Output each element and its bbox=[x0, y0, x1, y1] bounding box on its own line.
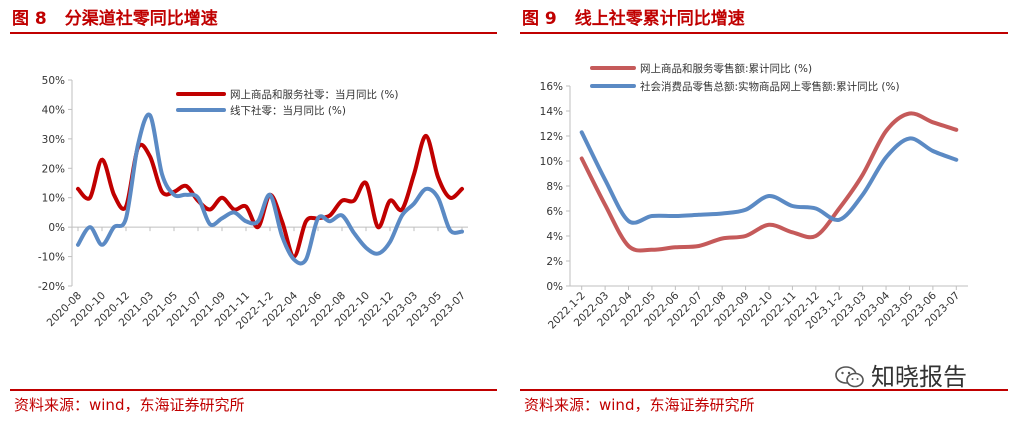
left-panel-title: 图 8 分渠道社零同比增速 bbox=[12, 4, 218, 29]
watermark: 知晓报告 bbox=[835, 357, 967, 392]
right-chart: 0%2%4%6%8%10%12%14%16%2022.1-22022-03202… bbox=[540, 62, 968, 332]
left-y-tick-label: 20% bbox=[42, 163, 65, 175]
right-y-tick-label: 6% bbox=[546, 206, 563, 218]
left-source-note: 资料来源：wind，东海证券研究所 bbox=[14, 396, 245, 414]
left-source-rule bbox=[10, 389, 497, 391]
right-title-rule bbox=[520, 32, 1008, 34]
left-figure-number: 图 8 bbox=[12, 9, 47, 29]
left-y-tick-label: -20% bbox=[38, 281, 65, 293]
right-figure-number: 图 9 bbox=[522, 9, 557, 29]
right-y-tick-label: 10% bbox=[540, 156, 563, 168]
left-chart: -20%-10%0%10%20%30%40%50%2020-082020-102… bbox=[38, 75, 468, 332]
wechat-icon bbox=[835, 366, 864, 388]
left-title-rule bbox=[10, 32, 497, 34]
left-legend-label-2: 线下社零：当月同比 (%) bbox=[230, 104, 346, 117]
left-y-tick-label: 10% bbox=[42, 193, 65, 205]
left-series-2-line bbox=[76, 112, 464, 266]
left-y-tick-label: 30% bbox=[42, 134, 65, 146]
right-legend-label-1: 网上商品和服务零售额:累计同比 (%) bbox=[640, 62, 812, 75]
right-y-tick-label: 12% bbox=[540, 131, 563, 143]
right-y-tick-label: 14% bbox=[540, 106, 563, 118]
right-figure-title: 线上社零累计同比增速 bbox=[574, 9, 745, 29]
right-y-tick-label: 0% bbox=[546, 281, 563, 293]
right-source-rule bbox=[520, 389, 1008, 391]
right-series-1-line bbox=[579, 111, 959, 253]
left-legend-label-1: 网上商品和服务社零：当月同比 (%) bbox=[230, 88, 399, 101]
left-y-tick-label: -10% bbox=[38, 252, 65, 264]
left-y-tick-label: 40% bbox=[42, 104, 65, 116]
watermark-text: 知晓报告 bbox=[871, 363, 967, 391]
left-figure-title: 分渠道社零同比增速 bbox=[64, 9, 218, 29]
right-y-tick-label: 2% bbox=[546, 256, 563, 268]
right-y-tick-label: 8% bbox=[546, 181, 563, 193]
right-source-note: 资料来源：wind，东海证券研究所 bbox=[524, 396, 755, 414]
right-series-2-line bbox=[579, 130, 959, 225]
left-y-tick-label: 0% bbox=[48, 222, 65, 234]
right-legend-label-2: 社会消费品零售总额:实物商品网上零售额:累计同比 (%) bbox=[640, 80, 900, 93]
left-y-tick-label: 50% bbox=[42, 75, 65, 87]
right-y-tick-label: 4% bbox=[546, 231, 563, 243]
right-y-tick-label: 16% bbox=[540, 81, 563, 93]
right-panel-title: 图 9 线上社零累计同比增速 bbox=[522, 4, 745, 29]
